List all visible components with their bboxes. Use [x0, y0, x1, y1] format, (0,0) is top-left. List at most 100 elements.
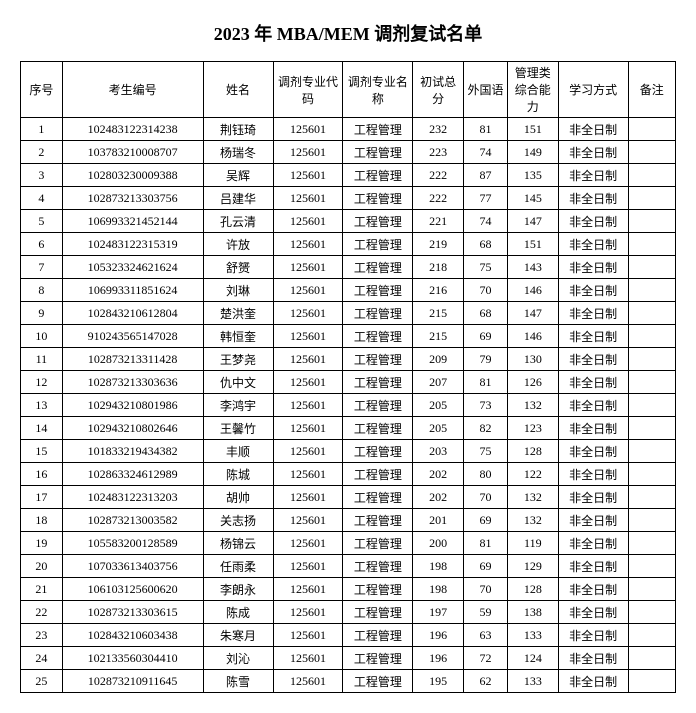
- candidate-table: 序号 考生编号 姓名 调剂专业代码 调剂专业名称 初试总分 外国语 管理类综合能…: [20, 61, 676, 693]
- table-cell: 工程管理: [343, 486, 413, 509]
- table-cell: 125601: [273, 555, 343, 578]
- table-cell: 9: [21, 302, 63, 325]
- col-note: 备注: [628, 62, 675, 118]
- table-row: 25102873210911645陈雪125601工程管理19562133非全日…: [21, 670, 676, 693]
- table-cell: 非全日制: [558, 302, 628, 325]
- table-cell: 132: [507, 486, 558, 509]
- table-cell: 198: [413, 555, 464, 578]
- table-cell: 102843210612804: [62, 302, 203, 325]
- table-cell: 125601: [273, 647, 343, 670]
- table-cell: 129: [507, 555, 558, 578]
- table-cell: 202: [413, 463, 464, 486]
- table-cell: 203: [413, 440, 464, 463]
- table-cell: 122: [507, 463, 558, 486]
- table-cell: 125601: [273, 509, 343, 532]
- table-cell: 70: [464, 279, 508, 302]
- table-cell: 69: [464, 509, 508, 532]
- table-row: 14102943210802646王馨竹125601工程管理20582123非全…: [21, 417, 676, 440]
- table-cell: 197: [413, 601, 464, 624]
- table-row: 2103783210008707杨瑞冬125601工程管理22374149非全日…: [21, 141, 676, 164]
- table-cell: [628, 348, 675, 371]
- table-cell: 207: [413, 371, 464, 394]
- table-cell: 工程管理: [343, 578, 413, 601]
- table-cell: 135: [507, 164, 558, 187]
- table-cell: 16: [21, 463, 63, 486]
- table-cell: 19: [21, 532, 63, 555]
- table-cell: 205: [413, 417, 464, 440]
- table-cell: [628, 118, 675, 141]
- table-cell: 68: [464, 302, 508, 325]
- col-total: 初试总分: [413, 62, 464, 118]
- table-cell: 丰顺: [203, 440, 273, 463]
- table-cell: 125601: [273, 394, 343, 417]
- table-row: 13102943210801986李鸿宇125601工程管理20573132非全…: [21, 394, 676, 417]
- table-cell: 工程管理: [343, 463, 413, 486]
- table-cell: 143: [507, 256, 558, 279]
- table-cell: 125601: [273, 233, 343, 256]
- table-cell: 21: [21, 578, 63, 601]
- table-cell: 133: [507, 670, 558, 693]
- table-cell: 王馨竹: [203, 417, 273, 440]
- table-cell: 15: [21, 440, 63, 463]
- table-row: 3102803230009388吴辉125601工程管理22287135非全日制: [21, 164, 676, 187]
- table-cell: 非全日制: [558, 440, 628, 463]
- table-cell: 工程管理: [343, 555, 413, 578]
- page-title: 2023 年 MBA/MEM 调剂复试名单: [20, 20, 676, 46]
- table-cell: 68: [464, 233, 508, 256]
- table-cell: 74: [464, 210, 508, 233]
- table-cell: 非全日制: [558, 532, 628, 555]
- table-cell: [628, 555, 675, 578]
- table-cell: 196: [413, 647, 464, 670]
- table-cell: 105323324621624: [62, 256, 203, 279]
- table-cell: [628, 210, 675, 233]
- table-cell: 102943210802646: [62, 417, 203, 440]
- table-cell: [628, 371, 675, 394]
- table-cell: 102483122314238: [62, 118, 203, 141]
- table-cell: 87: [464, 164, 508, 187]
- table-cell: 非全日制: [558, 555, 628, 578]
- table-cell: 非全日制: [558, 164, 628, 187]
- table-cell: 24: [21, 647, 63, 670]
- table-cell: 102873213303756: [62, 187, 203, 210]
- table-cell: 非全日制: [558, 486, 628, 509]
- col-major: 调剂专业名称: [343, 62, 413, 118]
- table-cell: 8: [21, 279, 63, 302]
- table-cell: 910243565147028: [62, 325, 203, 348]
- table-cell: 5: [21, 210, 63, 233]
- table-cell: 22: [21, 601, 63, 624]
- table-cell: 200: [413, 532, 464, 555]
- table-cell: 221: [413, 210, 464, 233]
- table-cell: 146: [507, 279, 558, 302]
- table-cell: 79: [464, 348, 508, 371]
- table-cell: 非全日制: [558, 509, 628, 532]
- table-cell: 125601: [273, 601, 343, 624]
- table-cell: 工程管理: [343, 233, 413, 256]
- table-cell: 75: [464, 440, 508, 463]
- table-cell: [628, 440, 675, 463]
- table-cell: 126: [507, 371, 558, 394]
- table-row: 16102863324612989陈城125601工程管理20280122非全日…: [21, 463, 676, 486]
- table-row: 19105583200128589杨锦云125601工程管理20081119非全…: [21, 532, 676, 555]
- table-cell: 102483122315319: [62, 233, 203, 256]
- table-cell: 128: [507, 578, 558, 601]
- table-cell: 125601: [273, 302, 343, 325]
- table-cell: 工程管理: [343, 118, 413, 141]
- table-cell: 106103125600620: [62, 578, 203, 601]
- table-cell: 4: [21, 187, 63, 210]
- col-mgmt: 管理类综合能力: [507, 62, 558, 118]
- table-cell: 102873213303615: [62, 601, 203, 624]
- table-cell: [628, 233, 675, 256]
- table-cell: 23: [21, 624, 63, 647]
- table-cell: 非全日制: [558, 210, 628, 233]
- table-row: 11102873213311428王梦尧125601工程管理20979130非全…: [21, 348, 676, 371]
- table-cell: 125601: [273, 532, 343, 555]
- table-cell: 工程管理: [343, 164, 413, 187]
- table-cell: 工程管理: [343, 302, 413, 325]
- table-cell: 133: [507, 624, 558, 647]
- table-cell: 刘沁: [203, 647, 273, 670]
- table-cell: 12: [21, 371, 63, 394]
- table-cell: 工程管理: [343, 187, 413, 210]
- table-cell: 215: [413, 302, 464, 325]
- table-cell: [628, 187, 675, 210]
- table-cell: 工程管理: [343, 440, 413, 463]
